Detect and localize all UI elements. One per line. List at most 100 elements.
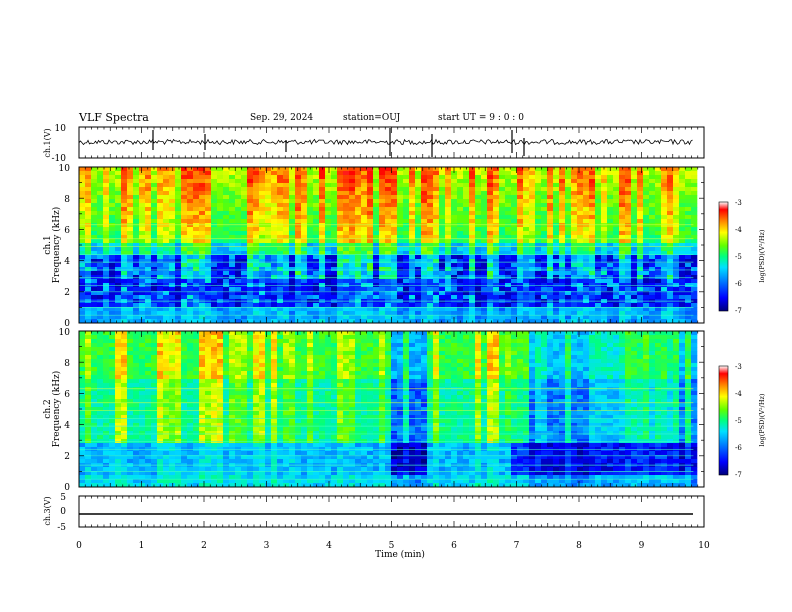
spectrogram-cell bbox=[349, 263, 356, 268]
spectrogram-cell bbox=[157, 415, 164, 420]
spectrogram-cell bbox=[133, 435, 140, 440]
spectrogram-cell bbox=[583, 183, 590, 188]
spectrogram-cell bbox=[487, 219, 494, 224]
spectrogram-cell bbox=[385, 187, 392, 192]
spectrogram-cell bbox=[451, 239, 458, 244]
spectrogram-cell bbox=[505, 287, 512, 292]
spectrogram-cell bbox=[109, 187, 116, 192]
spectrogram-cell bbox=[175, 175, 182, 180]
spectrogram-cell bbox=[391, 175, 398, 180]
spectrogram-cell bbox=[313, 231, 320, 236]
spectrogram-cell bbox=[175, 363, 182, 368]
spectrogram-cell bbox=[469, 251, 476, 256]
spectrogram-cell bbox=[445, 291, 452, 296]
spectrogram-cell bbox=[163, 343, 170, 348]
spectrogram-cell bbox=[391, 259, 398, 264]
spectrogram-cell bbox=[217, 287, 224, 292]
spectrogram-cell bbox=[187, 411, 194, 416]
spectrogram-cell bbox=[397, 267, 404, 272]
spectrogram-cell bbox=[151, 203, 158, 208]
spectrogram-cell bbox=[247, 167, 254, 172]
spectrogram-cell bbox=[667, 227, 674, 232]
spectrogram-cell bbox=[259, 199, 266, 204]
spectrogram-cell bbox=[307, 219, 314, 224]
spectrogram-cell bbox=[691, 303, 698, 308]
spectrogram-cell bbox=[589, 199, 596, 204]
spectrogram-cell bbox=[517, 195, 524, 200]
spectrogram-cell bbox=[193, 343, 200, 348]
spectrogram-cell bbox=[337, 243, 344, 248]
spectrogram-cell bbox=[523, 199, 530, 204]
spectrogram-cell bbox=[127, 359, 134, 364]
spectrogram-cell bbox=[103, 439, 110, 444]
spectrogram-cell bbox=[595, 267, 602, 272]
spectrogram-cell bbox=[655, 235, 662, 240]
spectrogram-cell bbox=[133, 291, 140, 296]
spectrogram-cell bbox=[535, 243, 542, 248]
spectrogram-cell bbox=[475, 171, 482, 176]
spectrogram-cell bbox=[343, 183, 350, 188]
spectrogram-cell bbox=[595, 227, 602, 232]
spectrogram-cell bbox=[253, 315, 260, 320]
spectrogram-cell bbox=[673, 255, 680, 260]
spectrogram-cell bbox=[571, 191, 578, 196]
spectrogram-cell bbox=[91, 179, 98, 184]
spectrogram-cell bbox=[583, 247, 590, 252]
spectrogram-cell bbox=[541, 203, 548, 208]
spectrogram-cell bbox=[457, 283, 464, 288]
spectrogram-cell bbox=[493, 195, 500, 200]
spectrogram-cell bbox=[169, 351, 176, 356]
spectrogram-cell bbox=[643, 295, 650, 300]
spectrogram-cell bbox=[127, 291, 134, 296]
spectrogram-cell bbox=[253, 243, 260, 248]
spectrogram-cell bbox=[145, 215, 152, 220]
spectrogram-cell bbox=[493, 275, 500, 280]
spectrogram-cell bbox=[529, 215, 536, 220]
spectrogram-cell bbox=[175, 431, 182, 436]
spectrogram-cell bbox=[271, 191, 278, 196]
spectrogram-cell bbox=[199, 231, 206, 236]
spectrogram-cell bbox=[523, 215, 530, 220]
spectrogram-cell bbox=[391, 311, 398, 316]
spectrogram-cell bbox=[241, 215, 248, 220]
spectrogram-cell bbox=[475, 207, 482, 212]
spectrogram-cell bbox=[433, 207, 440, 212]
spectrogram-cell bbox=[427, 227, 434, 232]
spectrogram-cell bbox=[115, 263, 122, 268]
spectrogram-cell bbox=[121, 395, 128, 400]
spectrogram-cell bbox=[205, 411, 212, 416]
spectrogram-cell bbox=[265, 227, 272, 232]
spectrogram-cell bbox=[415, 271, 422, 276]
spectrogram-cell bbox=[115, 247, 122, 252]
spectrogram-cell bbox=[211, 363, 218, 368]
spectrogram-cell bbox=[625, 275, 632, 280]
spectrogram-cell bbox=[121, 423, 128, 428]
spectrogram-cell bbox=[199, 239, 206, 244]
spectrogram-cell bbox=[271, 171, 278, 176]
spectrogram-cell bbox=[625, 235, 632, 240]
spectrogram-cell bbox=[271, 255, 278, 260]
spectrogram-cell bbox=[109, 259, 116, 264]
spectrogram-cell bbox=[391, 195, 398, 200]
spectrogram-cell bbox=[679, 183, 686, 188]
spectrogram-cell bbox=[277, 175, 284, 180]
spectrogram-cell bbox=[103, 347, 110, 352]
spectrogram-cell bbox=[673, 287, 680, 292]
spectrogram-cell bbox=[535, 235, 542, 240]
spectrogram-cell bbox=[571, 311, 578, 316]
spectrogram-cell bbox=[103, 355, 110, 360]
spectrogram-cell bbox=[559, 243, 566, 248]
spectrogram-cell bbox=[187, 203, 194, 208]
spectrogram-cell bbox=[211, 331, 218, 336]
spectrogram-cell bbox=[133, 215, 140, 220]
spectrogram-cell bbox=[601, 287, 608, 292]
spectrogram-cell bbox=[247, 199, 254, 204]
spectrogram-cell bbox=[121, 271, 128, 276]
spectrogram-cell bbox=[607, 283, 614, 288]
spectrogram-cell bbox=[457, 211, 464, 216]
spectrogram-cell bbox=[577, 231, 584, 236]
spectrogram-cell bbox=[403, 263, 410, 268]
spectrogram-cell bbox=[199, 335, 206, 340]
spectrogram-cell bbox=[115, 271, 122, 276]
spectrogram-cell bbox=[583, 175, 590, 180]
